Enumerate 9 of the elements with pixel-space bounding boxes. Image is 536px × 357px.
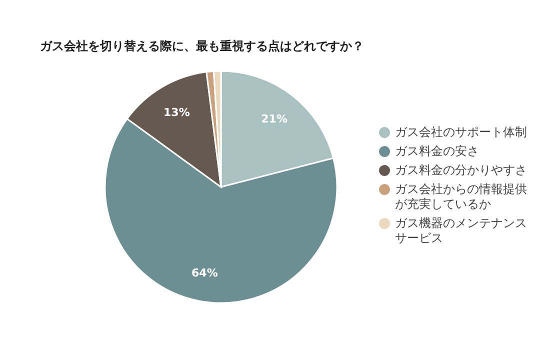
legend-label: ガス機器のメンテナンスサービス (395, 216, 528, 246)
data-label: 21% (261, 112, 288, 126)
legend-label: ガス料金の安さ (395, 144, 479, 159)
data-label: 13% (164, 106, 190, 120)
legend-label: ガス会社からの情報提供が充実しているか (395, 182, 528, 212)
legend-label: ガス会社のサポート体制 (395, 125, 527, 140)
chart-title: ガス会社を切り替える際に、最も重視する点はどれですか？ (40, 38, 364, 55)
data-label: 64% (192, 266, 218, 280)
legend-label: ガス料金の分かりやすさ (395, 163, 527, 178)
